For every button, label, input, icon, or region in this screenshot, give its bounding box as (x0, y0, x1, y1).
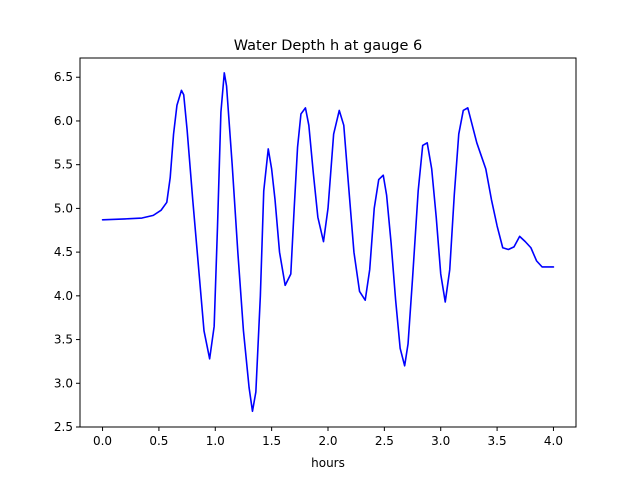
x-tick-label: 3.0 (431, 434, 450, 448)
x-tick-label: 2.0 (318, 434, 337, 448)
y-tick-label: 5.5 (54, 158, 73, 172)
plot-area (79, 57, 577, 428)
y-tick-label: 3.5 (54, 333, 73, 347)
x-tick-label: 1.5 (262, 434, 281, 448)
y-axis-ticks: 2.5 3.0 3.5 4.0 4.5 5.0 5.5 6.0 6.5 (54, 70, 80, 434)
series-line-1 (101, 72, 555, 413)
x-tick-label: 4.0 (544, 434, 563, 448)
x-tick-label: 0.0 (93, 434, 112, 448)
y-tick-label: 5.0 (54, 201, 73, 215)
x-tick-label: 1.0 (206, 434, 225, 448)
x-axis-ticks: 0.0 0.5 1.0 1.5 2.0 2.5 3.0 3.5 4.0 (93, 427, 563, 448)
y-tick-label: 6.0 (54, 114, 73, 128)
y-tick-label: 6.5 (54, 70, 73, 84)
y-tick-label: 4.0 (54, 289, 73, 303)
y-tick-label: 2.5 (54, 420, 73, 434)
x-tick-label: 3.5 (488, 434, 507, 448)
x-axis-label: hours (311, 456, 345, 470)
x-tick-label: 0.5 (149, 434, 168, 448)
y-tick-label: 3.0 (54, 376, 73, 390)
y-tick-label: 4.5 (54, 245, 73, 259)
chart-title: Water Depth h at gauge 6 (234, 38, 422, 54)
x-tick-label: 2.5 (375, 434, 394, 448)
